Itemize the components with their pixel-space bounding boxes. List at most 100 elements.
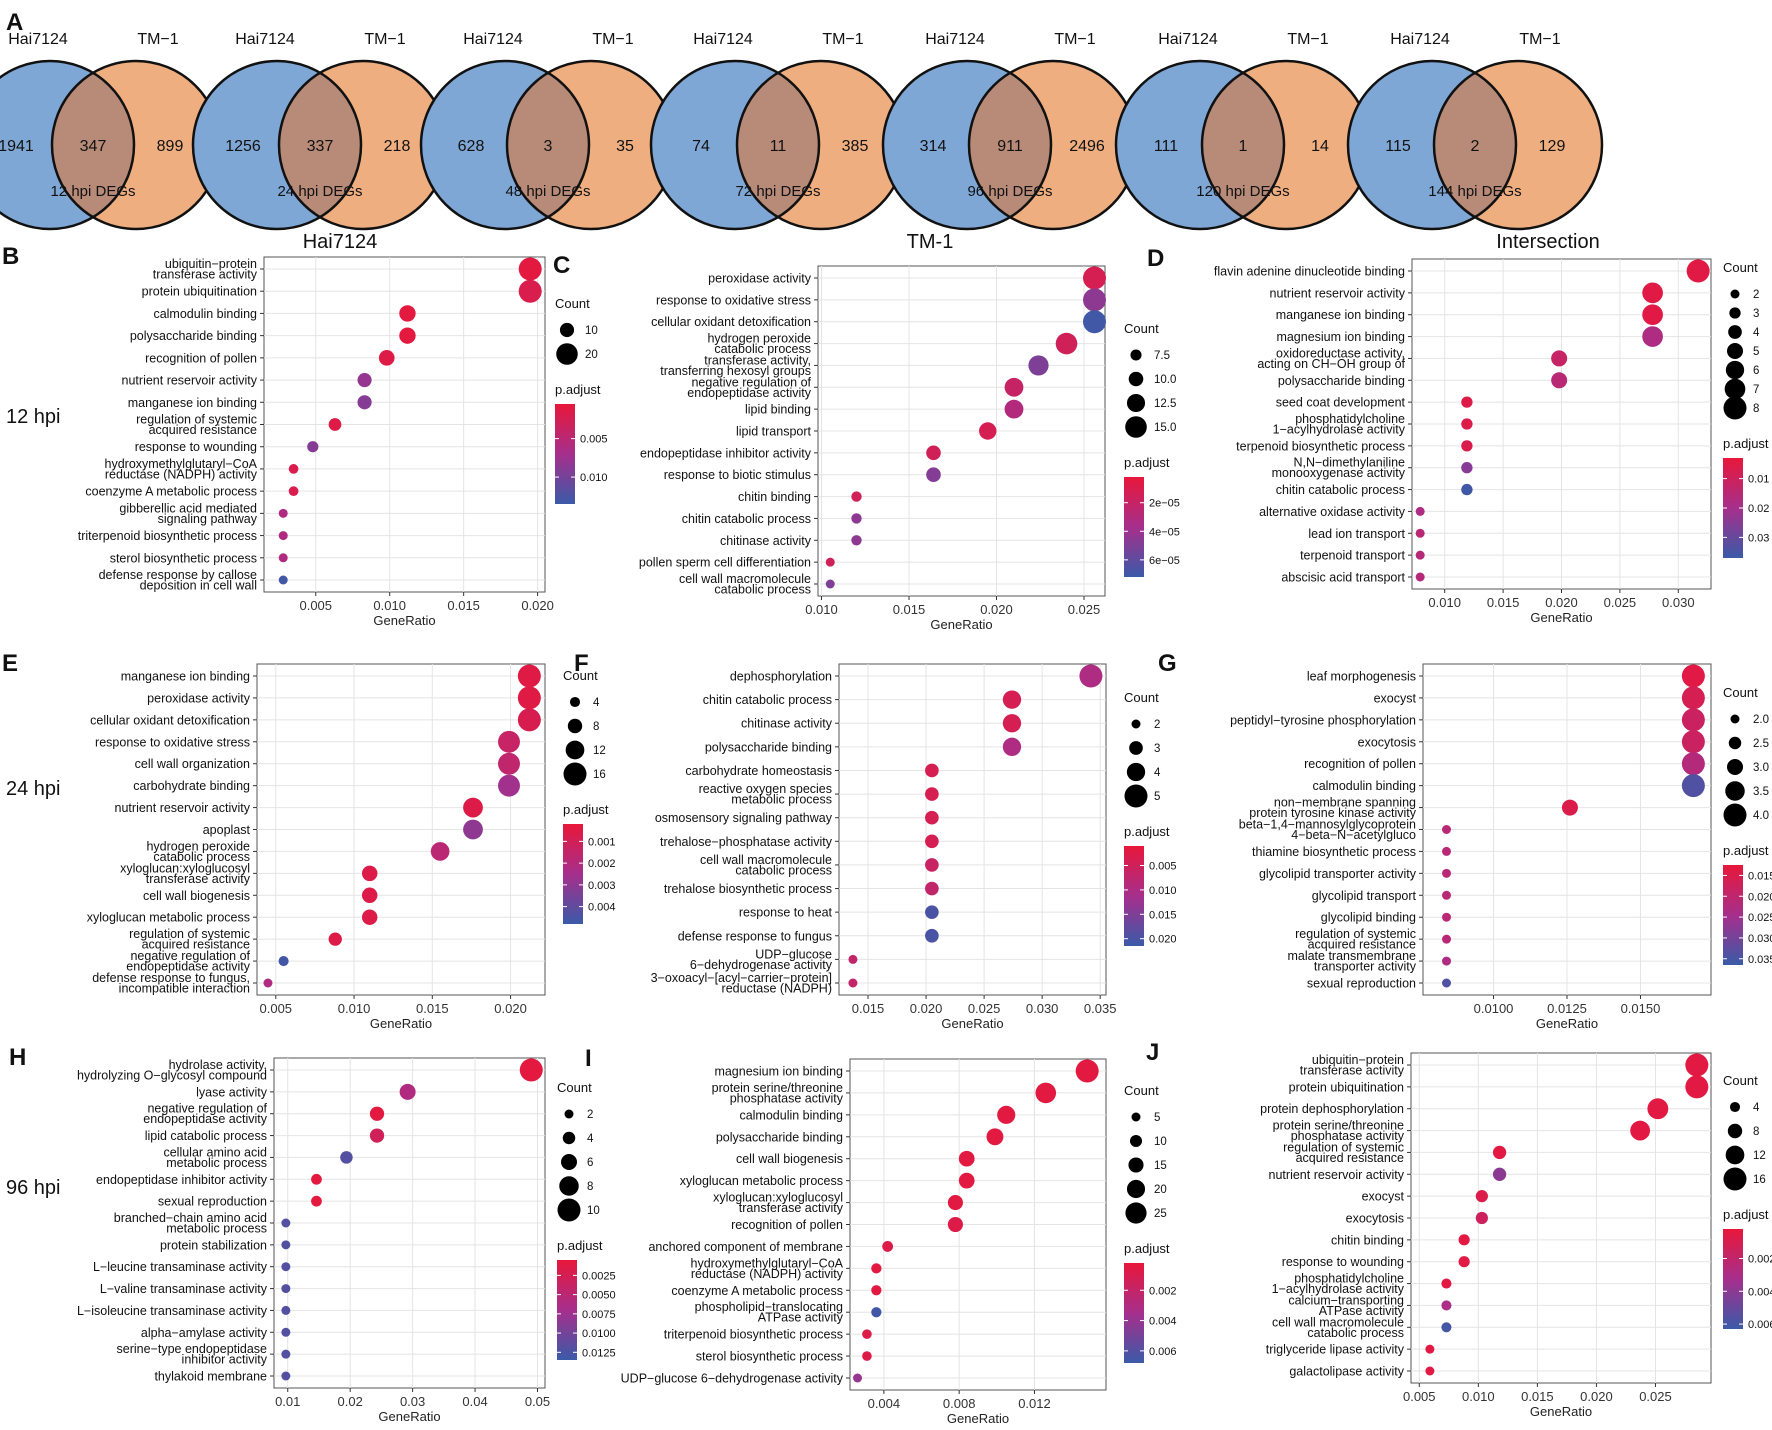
term-label: endopeptidase activity [143,1112,267,1126]
term-label: transferase activity [153,268,258,282]
x-axis-label: GeneRatio [941,1016,1003,1031]
data-point [1425,1366,1435,1376]
data-point [1551,350,1568,367]
term-label: hydroxymethylglutaryl−CoA [691,1256,844,1270]
size-legend-dot [1727,343,1743,359]
size-legend-title: Count [1723,685,1758,700]
data-point [851,535,862,546]
size-legend-dot [1730,714,1740,724]
size-legend-title: Count [1124,1083,1159,1098]
data-point [278,531,288,541]
data-point [1415,572,1425,582]
data-point [498,774,520,797]
venn-outline-hai7124 [1114,59,1286,231]
size-legend-dot [1129,1134,1143,1148]
data-point [278,508,288,518]
venn-overlap-count: 347 [80,138,107,155]
data-point [340,1151,353,1164]
term-label: defense response to fungus, [92,971,250,985]
term-label: trehalose−phosphatase activity [660,835,833,849]
term-label: inhibitor activity [182,1353,268,1367]
term-label: terpenoid biosynthetic process [1236,439,1405,453]
x-axis-label: GeneRatio [1530,610,1592,625]
x-tick-label: 0.030 [1662,595,1695,610]
x-tick-label: 0.0100 [1474,1001,1514,1016]
venn-caption: 96 hpi DEGs [967,183,1052,200]
term-label: magnesium ion binding [714,1065,843,1079]
term-label: transferase activity [146,872,251,886]
data-point [361,865,378,882]
term-label: sexual reproduction [158,1195,267,1209]
size-legend-label: 7 [1753,384,1759,396]
term-label: endopeptidase activity [687,386,811,400]
term-label: catabolic process [1307,1326,1404,1340]
term-label: alternative oxidase activity [1259,505,1406,519]
data-point [871,1307,882,1318]
x-tick-label: 0.035 [1084,1001,1117,1016]
row-label: 96 hpi [6,1177,61,1199]
x-tick-label: 0.025 [1604,595,1637,610]
data-point [825,557,835,567]
plot-frame [838,663,1107,996]
data-point [517,686,541,710]
venn-left-name: Hai7124 [463,31,523,48]
venn-overlap [506,72,589,218]
term-label: sterol biosynthetic process [110,551,257,565]
term-label: phosphatidylcholine [1294,1272,1404,1286]
term-label: calmodulin binding [739,1108,843,1122]
term-label: transferring hexosyl groups [660,364,811,378]
term-label: exocytosis [1346,1212,1404,1226]
term-label: hydrolyzing O−glycosyl compound [77,1069,267,1083]
size-legend-label: 15.0 [1154,422,1176,434]
venn-outline-tm1 [1432,59,1604,231]
size-legend-dot [1131,1112,1141,1122]
data-point [263,978,273,988]
venn-overlap-count: 3 [544,138,553,155]
term-label: peroxidase activity [708,272,812,286]
data-point [1681,686,1705,710]
size-legend-label: 8 [593,721,599,733]
size-legend-dot [1130,349,1142,361]
data-point [1028,355,1049,376]
size-legend-label: 7.5 [1154,350,1170,362]
term-label: defense response to fungus [678,929,832,943]
data-point [463,819,483,840]
size-legend-dot [1727,1123,1743,1139]
venn-left-count: 111 [1154,138,1178,155]
term-label: cellular oxidant detoxification [651,315,811,329]
size-legend-dot [562,1131,576,1145]
term-label: manganese ion binding [128,396,257,410]
size-legend-label: 4 [1753,327,1760,339]
color-legend-title: p.adjust [555,382,601,397]
term-label: chitin binding [1331,1233,1404,1247]
term-label: xyloglucan:xyloglucosyl [120,861,250,875]
x-tick-label: 0.0125 [1547,1001,1587,1016]
venn-right-name: TM−1 [1054,31,1095,48]
data-point [947,1216,963,1233]
size-legend-title: Count [1124,321,1159,336]
x-tick-label: 0.004 [868,1396,901,1411]
venn-outline-hai7124 [881,59,1053,231]
term-label: magnesium ion binding [1276,330,1405,344]
term-label: triglyceride lipase activity [1266,1343,1405,1357]
dotplot-panel-d: D0.010 0.015 0.020 0.025 0.030GeneRatioflavi… [1147,245,1769,625]
size-legend-dot [1125,416,1147,438]
term-label: 1−acylhydrolase activity [1273,423,1406,437]
panel-label-a: A [6,9,23,36]
x-tick-label: 0.020 [494,1001,527,1016]
data-point [1685,1075,1709,1099]
term-label: nutrient reservoir activity [1269,1168,1405,1182]
term-label: negative regulation of [691,375,811,389]
term-label: polysaccharide binding [130,329,257,343]
data-point [1425,1344,1435,1354]
size-legend-dot [557,1198,581,1222]
term-label: endopeptidase activity [126,960,250,974]
term-label: response to biotic stimulus [664,468,811,482]
term-label: response to heat [739,906,833,920]
color-legend-label: 0.002 [588,858,616,870]
color-legend-label: 0.030 [1748,933,1772,945]
data-point [925,787,939,801]
data-point [925,858,939,872]
data-point [925,810,939,825]
size-legend-dot [559,322,575,338]
